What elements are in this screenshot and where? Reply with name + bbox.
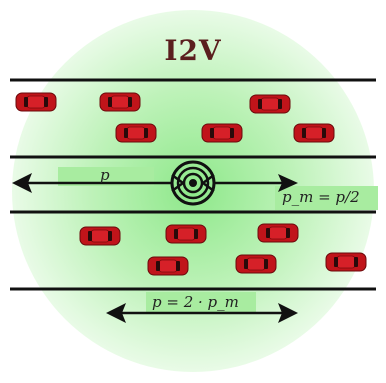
arrow-left-icon bbox=[12, 173, 32, 193]
pm-band bbox=[275, 186, 378, 210]
car-icon bbox=[235, 254, 277, 274]
pm-equation-label: p_m = p/2 bbox=[282, 188, 360, 206]
car-icon bbox=[165, 224, 207, 244]
p-band bbox=[58, 167, 154, 186]
car-icon bbox=[249, 94, 291, 114]
p-eq-band bbox=[146, 292, 256, 312]
arrow-right-icon bbox=[278, 303, 298, 323]
cars-layer bbox=[15, 92, 367, 276]
p-equation-label: p = 2 · p_m bbox=[152, 293, 239, 311]
car-icon bbox=[257, 223, 299, 243]
wireless-signal-icon bbox=[170, 160, 216, 206]
car-icon bbox=[99, 92, 141, 112]
p-label: p bbox=[100, 166, 110, 184]
arrow-left-icon bbox=[106, 303, 126, 323]
car-icon bbox=[293, 123, 335, 143]
car-icon bbox=[325, 252, 367, 272]
arrow-right-icon bbox=[278, 174, 298, 192]
car-icon bbox=[79, 226, 121, 246]
car-icon bbox=[201, 123, 243, 143]
car-icon bbox=[115, 123, 157, 143]
diagram-title: I2V bbox=[164, 34, 222, 67]
car-icon bbox=[147, 256, 189, 276]
car-icon bbox=[15, 92, 57, 112]
